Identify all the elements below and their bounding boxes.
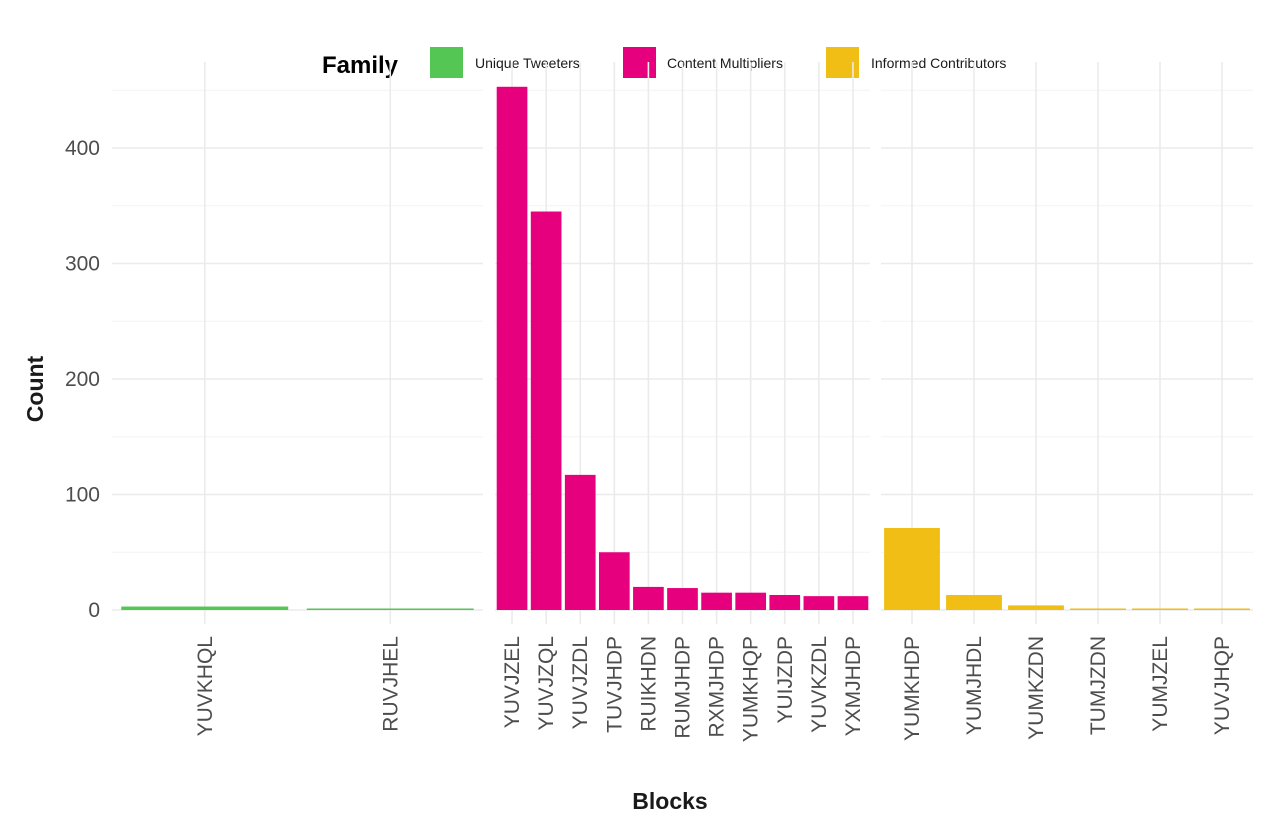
- bar-ruvjhel: [306, 608, 474, 610]
- x-tick-label-yuijzdp: YUIJZDP: [774, 636, 797, 724]
- legend-label-informed-contributors: Informed Contributors: [871, 55, 1006, 71]
- x-axis-title: Blocks: [632, 788, 707, 814]
- x-tick-label-rumjhdp: RUMJHDP: [672, 636, 695, 739]
- legend-swatch-informed-contributors: [826, 47, 859, 78]
- bar-yuvjzdl: [564, 474, 596, 610]
- y-tick-label-400: 400: [65, 137, 100, 160]
- bar-yumkhqp: [735, 592, 767, 610]
- bar-yxmjhdp: [837, 596, 869, 610]
- legend-label-unique-tweeters: Unique Tweeters: [475, 55, 580, 71]
- x-tick-label-yuvjzel: YUVJZEL: [501, 636, 524, 728]
- legend-label-content-multipliers: Content Multipliers: [667, 55, 783, 71]
- legend: Family Unique Tweeters Content Multiplie…: [322, 47, 1006, 79]
- x-tick-label-ruikhdn: RUIKHDN: [637, 636, 660, 732]
- x-tick-label-yumjhdl: YUMJHDL: [963, 636, 986, 735]
- bar-yuvjhqp: [1194, 608, 1250, 610]
- legend-swatch-content-multipliers: [623, 47, 656, 78]
- x-tick-label-tuvjhdp: TUVJHDP: [603, 636, 626, 733]
- bar-yumkzdn: [1008, 605, 1064, 610]
- x-tick-label-yumkzdn: YUMKZDN: [1025, 636, 1048, 740]
- x-tick-label-yuvjzql: YUVJZQL: [535, 636, 558, 731]
- bar-tumjzdn: [1070, 608, 1126, 610]
- grid: [112, 62, 1253, 624]
- bar-yumjhdl: [946, 594, 1002, 610]
- x-axis: YUVKHQL RUVJHEL YUVJZEL YUVJZQL YUVJZDL TUVJH…: [194, 636, 1234, 742]
- x-tick-label-yuvjzdl: YUVJZDL: [569, 636, 592, 729]
- x-tick-label-yumkhdp: YUMKHDP: [901, 636, 924, 741]
- bars: [121, 86, 1250, 610]
- x-tick-label-yumjzel: YUMJZEL: [1149, 636, 1172, 732]
- x-tick-label-ruvjhel: RUVJHEL: [379, 636, 402, 732]
- bar-yuvkhql: [121, 606, 289, 610]
- bar-yumjzel: [1132, 608, 1188, 610]
- bar-rumjhdp: [667, 588, 698, 610]
- bar-yuvjzql: [530, 211, 562, 610]
- x-tick-label-rxmjhdp: RXMJHDP: [706, 636, 729, 738]
- bar-yuvjzel: [496, 86, 528, 610]
- y-axis: 0 100 200 300 400: [65, 137, 100, 622]
- x-tick-label-yxmjhdp: YXMJHDP: [842, 636, 865, 736]
- y-axis-title: Count: [22, 355, 48, 422]
- bar-rxmjhdp: [701, 592, 732, 610]
- y-tick-label-0: 0: [88, 599, 100, 622]
- bar-yumkhdp: [884, 527, 940, 610]
- bar-ruikhdn: [633, 586, 664, 610]
- x-tick-label-yuvkhql: YUVKHQL: [194, 636, 217, 736]
- x-tick-label-yumkhqp: YUMKHQP: [740, 636, 763, 742]
- bar-yuvkzdl: [803, 596, 835, 610]
- x-tick-label-yuvkzdl: YUVKZDL: [808, 636, 831, 733]
- x-tick-label-tumjzdn: TUMJZDN: [1087, 636, 1110, 735]
- bar-tuvjhdp: [598, 552, 630, 610]
- bar-yuijzdp: [769, 594, 801, 610]
- y-tick-label-100: 100: [65, 484, 100, 507]
- y-tick-label-300: 300: [65, 253, 100, 276]
- legend-swatch-unique-tweeters: [430, 47, 463, 78]
- x-tick-label-yuvjhqp: YUVJHQP: [1211, 636, 1234, 735]
- y-tick-label-200: 200: [65, 368, 100, 391]
- legend-title: Family: [322, 52, 399, 79]
